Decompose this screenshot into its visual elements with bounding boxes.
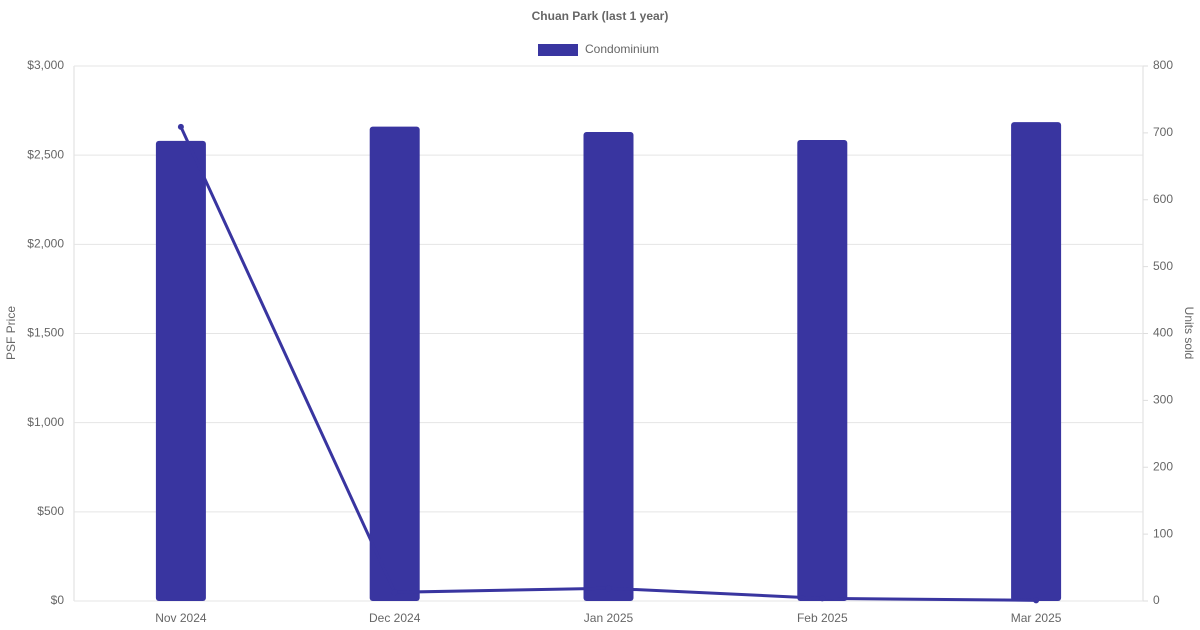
line-point	[605, 585, 612, 592]
bar	[155, 140, 206, 601]
y-tick-label: $3,000	[27, 58, 64, 72]
bar	[369, 126, 420, 601]
y-tick-label: $500	[37, 504, 64, 518]
y2-tick-label: 700	[1153, 125, 1173, 139]
y2-tick-label: 100	[1153, 526, 1173, 540]
bar	[797, 140, 848, 601]
x-tick-label: Feb 2025	[797, 611, 848, 625]
line-point	[819, 595, 826, 602]
y-tick-label: $0	[51, 593, 65, 607]
legend-swatch	[538, 44, 578, 56]
bar	[1011, 122, 1062, 602]
y-axis-title: PSF Price	[4, 306, 18, 360]
y2-tick-label: 500	[1153, 259, 1173, 273]
line-point	[177, 123, 184, 130]
line-point	[391, 589, 398, 596]
y2-axis-title: Units sold	[1182, 307, 1196, 360]
y-tick-label: $1,500	[27, 326, 64, 340]
y-tick-label: $2,500	[27, 147, 64, 161]
y2-tick-label: 200	[1153, 459, 1173, 473]
line-point	[1033, 597, 1040, 604]
x-tick-label: Mar 2025	[1011, 611, 1062, 625]
legend-label: Condominium	[585, 42, 659, 56]
y-tick-label: $2,000	[27, 237, 64, 251]
bar	[583, 131, 634, 601]
y2-tick-label: 600	[1153, 192, 1173, 206]
x-tick-label: Nov 2024	[155, 611, 207, 625]
x-tick-label: Jan 2025	[584, 611, 634, 625]
y2-tick-label: 800	[1153, 58, 1173, 72]
y2-tick-label: 0	[1153, 593, 1160, 607]
y2-tick-label: 300	[1153, 393, 1173, 407]
y-tick-label: $1,000	[27, 415, 64, 429]
chart-title: Chuan Park (last 1 year)	[532, 9, 669, 23]
x-tick-label: Dec 2024	[369, 611, 421, 625]
y2-tick-label: 400	[1153, 326, 1173, 340]
